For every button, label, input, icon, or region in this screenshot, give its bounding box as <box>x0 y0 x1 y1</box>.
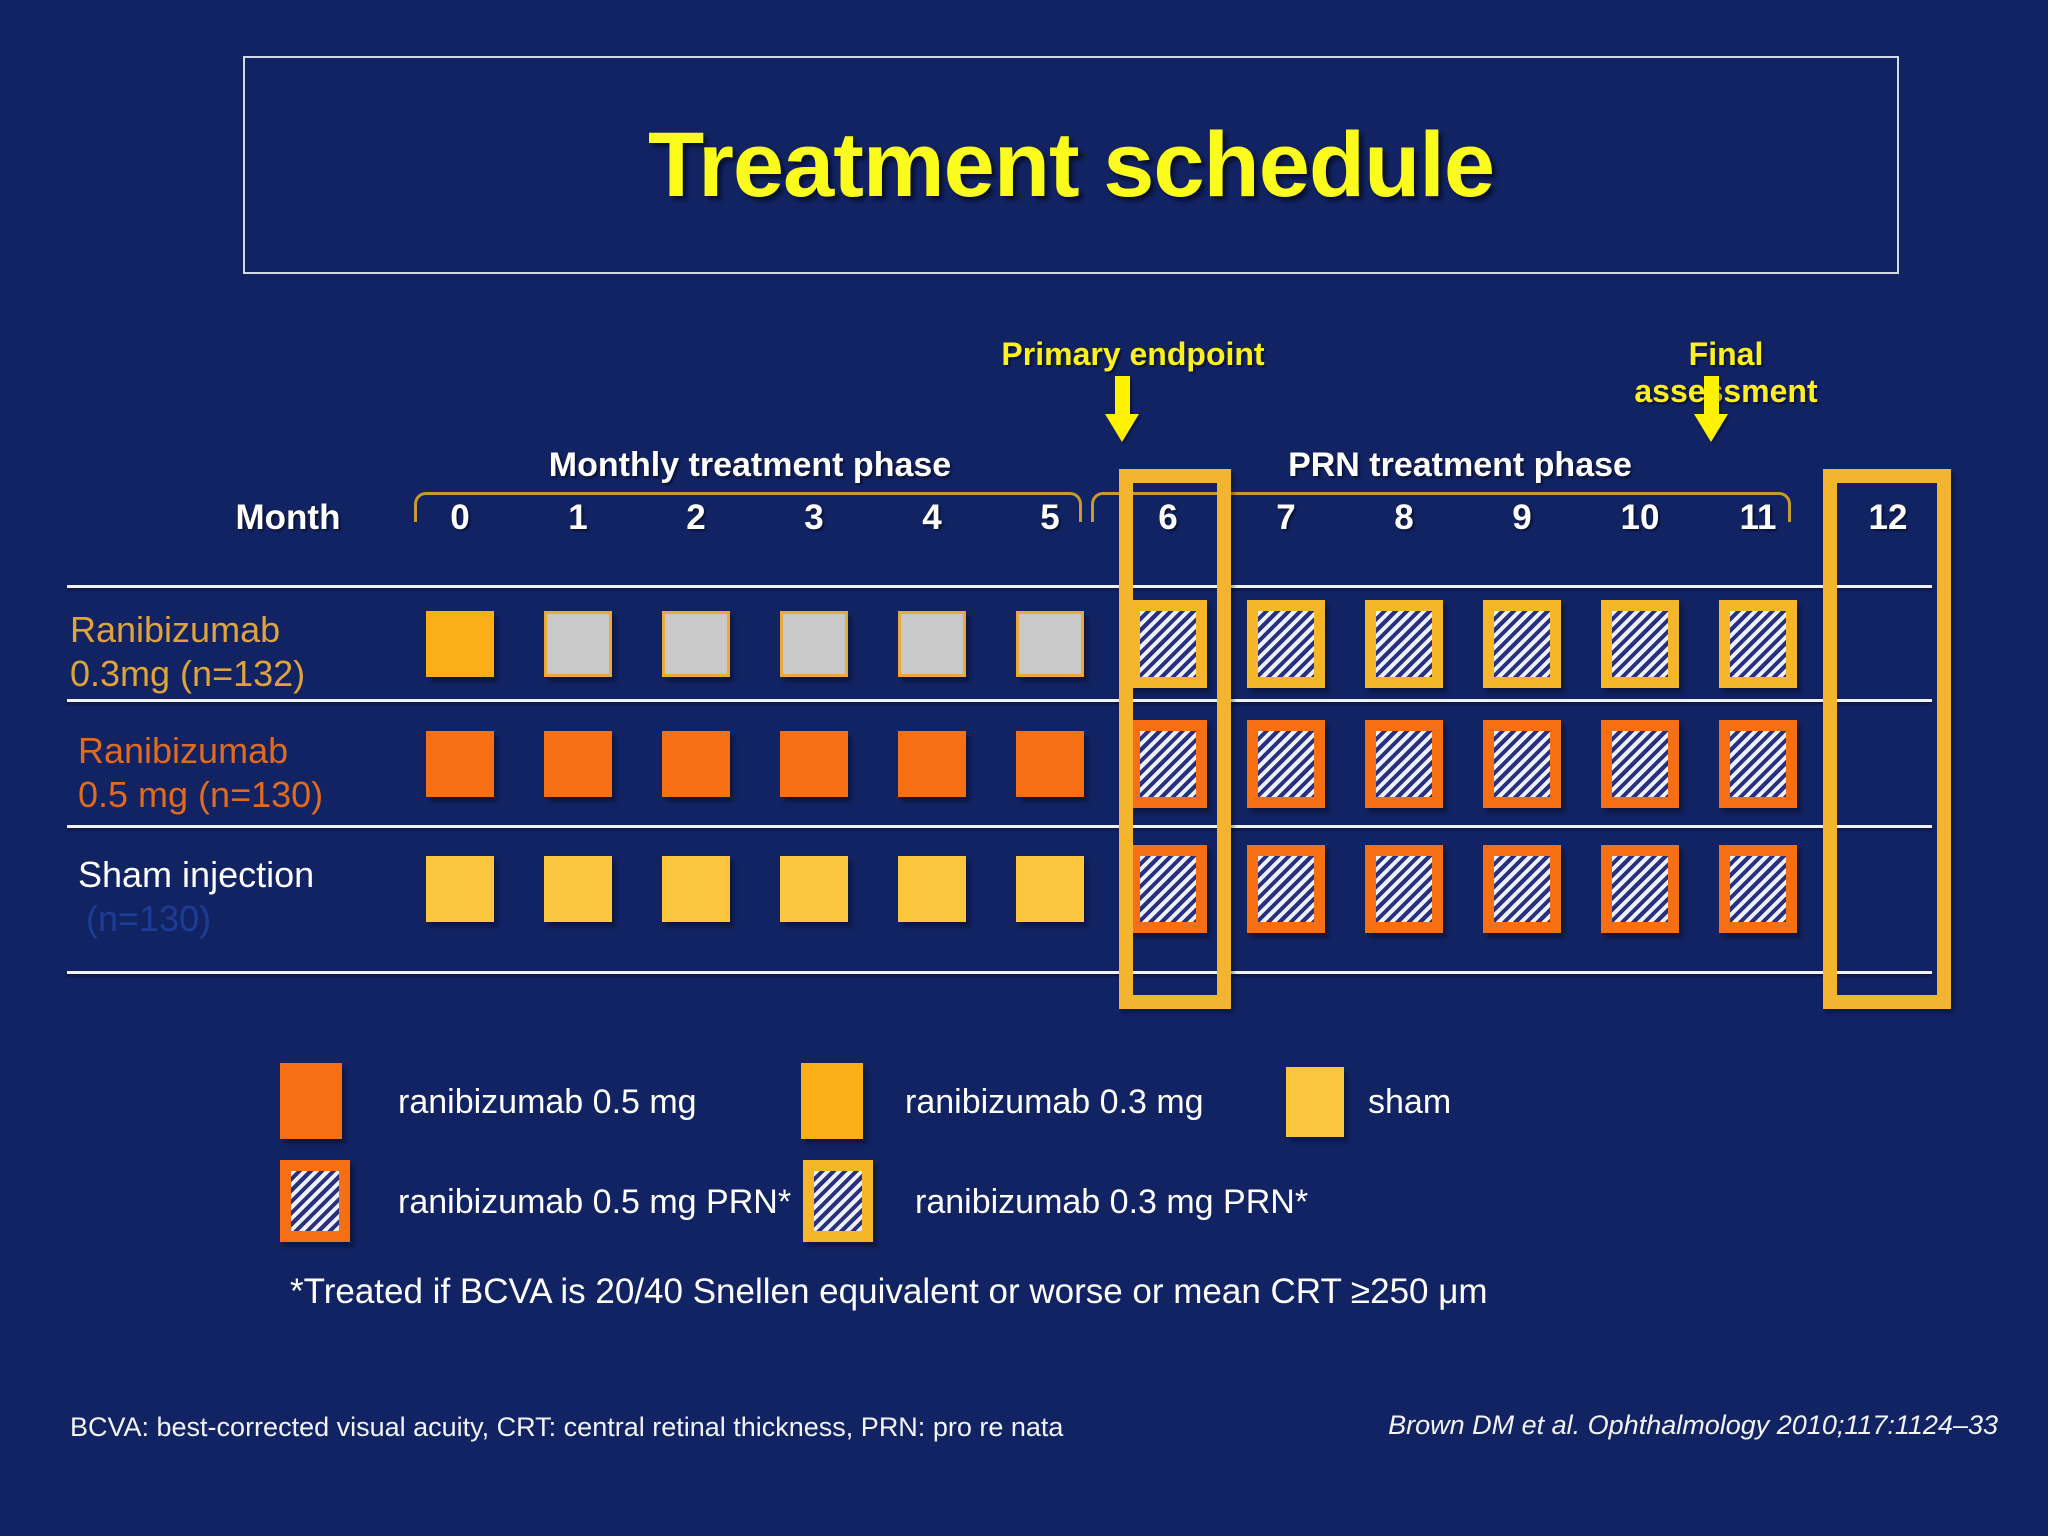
month-tick-6: 6 <box>1158 498 1178 537</box>
arrow-head <box>1694 414 1728 442</box>
row-label-ranibizumab-05-n: 0.5 mg (n=130) <box>78 774 324 815</box>
schedule-cell-ranibizumab-0.5mg-month-5 <box>1016 731 1084 797</box>
schedule-cell-sham-injection-month-4 <box>898 856 966 922</box>
month-tick-7: 7 <box>1276 498 1296 537</box>
legend-label-ranibizumab-03-prn: ranibizumab 0.3 mg PRN* <box>915 1183 1309 1221</box>
row-label-sham-n: (n=130) <box>86 898 212 939</box>
month-tick-1: 1 <box>568 498 588 537</box>
final-assessment-label: Final assessment <box>1634 336 1818 409</box>
schedule-cell-ranibizumab-0.3mg-month-0 <box>426 611 494 677</box>
schedule-cell-ranibizumab-0.5mg-month-2 <box>662 731 730 797</box>
schedule-cell-ranibizumab-0.5mg-month-8 <box>1365 720 1443 808</box>
schedule-cell-ranibizumab-0.3mg-month-1 <box>544 611 612 677</box>
schedule-cell-ranibizumab-0.5mg-month-10 <box>1601 720 1679 808</box>
schedule-cell-sham-injection-month-2 <box>662 856 730 922</box>
month-tick-9: 9 <box>1512 498 1532 537</box>
schedule-cell-sham-injection-month-6 <box>1129 845 1207 933</box>
prn-phase-label: PRN treatment phase <box>1288 446 1632 484</box>
schedule-cell-ranibizumab-0.5mg-month-3 <box>780 731 848 797</box>
legend-swatch-ranibizumab-05-prn <box>280 1160 350 1242</box>
schedule-cell-ranibizumab-0.3mg-month-2 <box>662 611 730 677</box>
arrow-shaft <box>1114 376 1130 414</box>
legend-label-ranibizumab-05: ranibizumab 0.5 mg <box>398 1083 697 1121</box>
title-box: Treatment schedule <box>243 56 1899 274</box>
row-label-ranibizumab-05: Ranibizumab <box>78 730 289 771</box>
month12-final-assessment-highlight-box <box>1823 469 1951 1009</box>
arrow-shaft <box>1703 376 1719 414</box>
final-assessment-arrow-icon <box>1694 376 1728 442</box>
schedule-cell-ranibizumab-0.3mg-month-7 <box>1247 600 1325 688</box>
row-label-ranibizumab-03-n: 0.3mg (n=132) <box>70 653 306 694</box>
schedule-cell-ranibizumab-0.5mg-month-9 <box>1483 720 1561 808</box>
schedule-cell-sham-injection-month-10 <box>1601 845 1679 933</box>
abbreviations-footnote: BCVA: best-corrected visual acuity, CRT:… <box>70 1412 1064 1442</box>
slide-title: Treatment schedule <box>647 113 1495 216</box>
schedule-cell-sham-injection-month-3 <box>780 856 848 922</box>
primary-endpoint-label: Primary endpoint <box>1001 336 1265 372</box>
month-tick-0: 0 <box>450 498 470 537</box>
legend-label-ranibizumab-05-prn: ranibizumab 0.5 mg PRN* <box>398 1183 792 1221</box>
row-label-sham: Sham injection <box>78 854 315 895</box>
schedule-cell-ranibizumab-0.5mg-month-7 <box>1247 720 1325 808</box>
month-tick-11: 11 <box>1739 498 1777 537</box>
separator-line <box>67 971 1932 974</box>
legend-label-sham: sham <box>1368 1083 1452 1121</box>
legend-swatch-ranibizumab-03 <box>801 1063 863 1139</box>
schedule-cell-ranibizumab-0.3mg-month-4 <box>898 611 966 677</box>
arrow-head <box>1105 414 1139 442</box>
schedule-cell-ranibizumab-0.3mg-month-6 <box>1129 600 1207 688</box>
schedule-cell-ranibizumab-0.5mg-month-4 <box>898 731 966 797</box>
schedule-cell-sham-injection-month-8 <box>1365 845 1443 933</box>
schedule-cell-ranibizumab-0.5mg-month-0 <box>426 731 494 797</box>
monthly-phase-label: Monthly treatment phase <box>548 446 952 484</box>
prn-phase-bracket <box>1091 492 1791 522</box>
schedule-cell-ranibizumab-0.3mg-month-10 <box>1601 600 1679 688</box>
monthly-phase-bracket <box>414 492 1082 522</box>
schedule-cell-ranibizumab-0.5mg-month-6 <box>1129 720 1207 808</box>
month-tick-12: 12 <box>1868 498 1908 537</box>
month-axis-label: Month <box>235 498 341 537</box>
citation: Brown DM et al. Ophthalmology 2010;117:1… <box>1388 1410 1998 1440</box>
legend-swatch-ranibizumab-03-prn <box>803 1160 873 1242</box>
legend-label-ranibizumab-03: ranibizumab 0.3 mg <box>905 1083 1204 1121</box>
month-tick-3: 3 <box>804 498 824 537</box>
month-tick-2: 2 <box>686 498 706 537</box>
schedule-cell-sham-injection-month-1 <box>544 856 612 922</box>
schedule-cell-ranibizumab-0.3mg-month-3 <box>780 611 848 677</box>
separator-line <box>67 585 1932 588</box>
schedule-cell-sham-injection-month-5 <box>1016 856 1084 922</box>
schedule-cell-sham-injection-month-11 <box>1719 845 1797 933</box>
row-label-ranibizumab-03: Ranibizumab <box>70 609 281 650</box>
schedule-cell-ranibizumab-0.5mg-month-1 <box>544 731 612 797</box>
schedule-cell-ranibizumab-0.3mg-month-5 <box>1016 611 1084 677</box>
schedule-cell-sham-injection-month-7 <box>1247 845 1325 933</box>
schedule-cell-ranibizumab-0.3mg-month-11 <box>1719 600 1797 688</box>
month-tick-5: 5 <box>1040 498 1060 537</box>
month6-primary-endpoint-highlight-box <box>1119 469 1231 1009</box>
schedule-cell-ranibizumab-0.3mg-month-9 <box>1483 600 1561 688</box>
separator-line <box>67 825 1932 828</box>
schedule-cell-ranibizumab-0.3mg-month-8 <box>1365 600 1443 688</box>
month-tick-10: 10 <box>1620 498 1660 537</box>
legend-swatch-ranibizumab-05 <box>280 1063 342 1139</box>
separator-line <box>67 699 1932 702</box>
schedule-cell-sham-injection-month-9 <box>1483 845 1561 933</box>
month-tick-8: 8 <box>1394 498 1414 537</box>
legend-swatch-sham <box>1286 1067 1344 1137</box>
schedule-cell-ranibizumab-0.5mg-month-11 <box>1719 720 1797 808</box>
prn-footnote: *Treated if BCVA is 20/40 Snellen equiva… <box>290 1272 1488 1311</box>
schedule-cell-sham-injection-month-0 <box>426 856 494 922</box>
month-tick-4: 4 <box>922 498 942 537</box>
primary-endpoint-arrow-icon <box>1105 376 1139 442</box>
